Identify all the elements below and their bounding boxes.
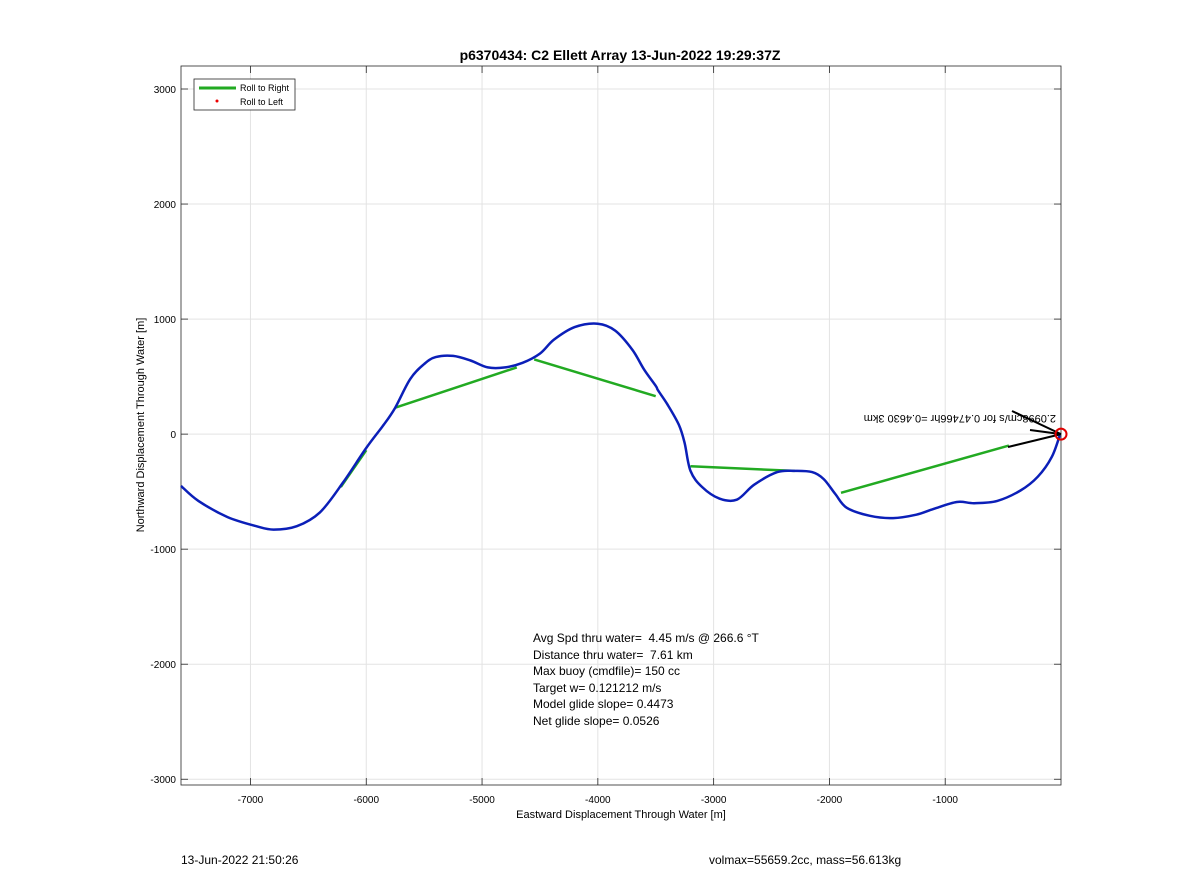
arrow-head-upper: [1011, 410, 1062, 436]
x-tick-label: -7000: [238, 795, 264, 806]
track-line: [180, 322, 1061, 531]
x-axis-label: Eastward Displacement Through Water [m]: [516, 809, 726, 821]
legend-roll-left-swatch: [215, 99, 219, 103]
x-tick-label: -1000: [932, 795, 958, 806]
current-position-marker: [1054, 427, 1068, 441]
chart-title: p6370434: C2 Ellett Array 13-Jun-2022 19…: [460, 47, 781, 63]
y-tick-label: 2000: [154, 200, 177, 211]
y-tick-label: 1000: [154, 315, 177, 326]
stat-net-glide: Net glide slope= 0.0526: [533, 714, 660, 728]
current-arrow: 2.0998cm/s for 0.47466hr =0.4630 3km: [864, 410, 1068, 448]
glider-track: [180, 322, 1061, 531]
stat-target-w: Target w= 0.121212 m/s: [533, 681, 661, 695]
x-tick-label: -2000: [817, 795, 843, 806]
roll-right-segments: [339, 358, 1010, 495]
legend: Roll to Right Roll to Left: [193, 78, 296, 111]
stat-distance: Distance thru water= 7.61 km: [533, 648, 693, 662]
legend-roll-left-label: Roll to Left: [240, 97, 284, 107]
y-tick-label: -2000: [150, 660, 176, 671]
grid-lines: [181, 66, 1061, 785]
roll-right-segment: [840, 444, 1010, 495]
y-tick-label: 3000: [154, 85, 177, 96]
stats-block: Avg Spd thru water= 4.45 m/s @ 266.6 °T …: [533, 631, 760, 728]
roll-right-segment: [690, 465, 795, 473]
axis-ticks: -7000 -6000 -5000 -4000 -3000 -2000 -1000 3000 2…: [150, 66, 1061, 806]
footer-timestamp: 13-Jun-2022 21:50:26: [181, 853, 299, 867]
current-arrow-label: 2.0998cm/s for 0.47466hr =0.4630 3km: [864, 412, 1056, 424]
x-tick-label: -6000: [353, 795, 379, 806]
y-tick-label: 0: [170, 430, 176, 441]
x-tick-label: -3000: [701, 795, 727, 806]
legend-box: [193, 78, 296, 111]
x-tick-label: -5000: [469, 795, 495, 806]
y-axis-label: Northward Displacement Through Water [m]: [135, 318, 147, 533]
stat-avg-speed: Avg Spd thru water= 4.45 m/s @ 266.6 °T: [533, 631, 760, 645]
y-tick-label: -3000: [150, 775, 176, 786]
footer-info: volmax=55659.2cc, mass=56.613kg: [709, 853, 902, 867]
stat-model-glide: Model glide slope= 0.4473: [533, 697, 674, 711]
stat-max-buoy: Max buoy (cmdfile)= 150 cc: [533, 664, 680, 678]
roll-right-segment: [533, 358, 657, 398]
arrow-head-lower: [1007, 433, 1062, 448]
plot-area: [180, 65, 1062, 786]
y-tick-label: -1000: [150, 545, 176, 556]
legend-roll-right-label: Roll to Right: [240, 83, 290, 93]
roll-right-segment: [394, 366, 518, 409]
x-tick-label: -4000: [585, 795, 611, 806]
